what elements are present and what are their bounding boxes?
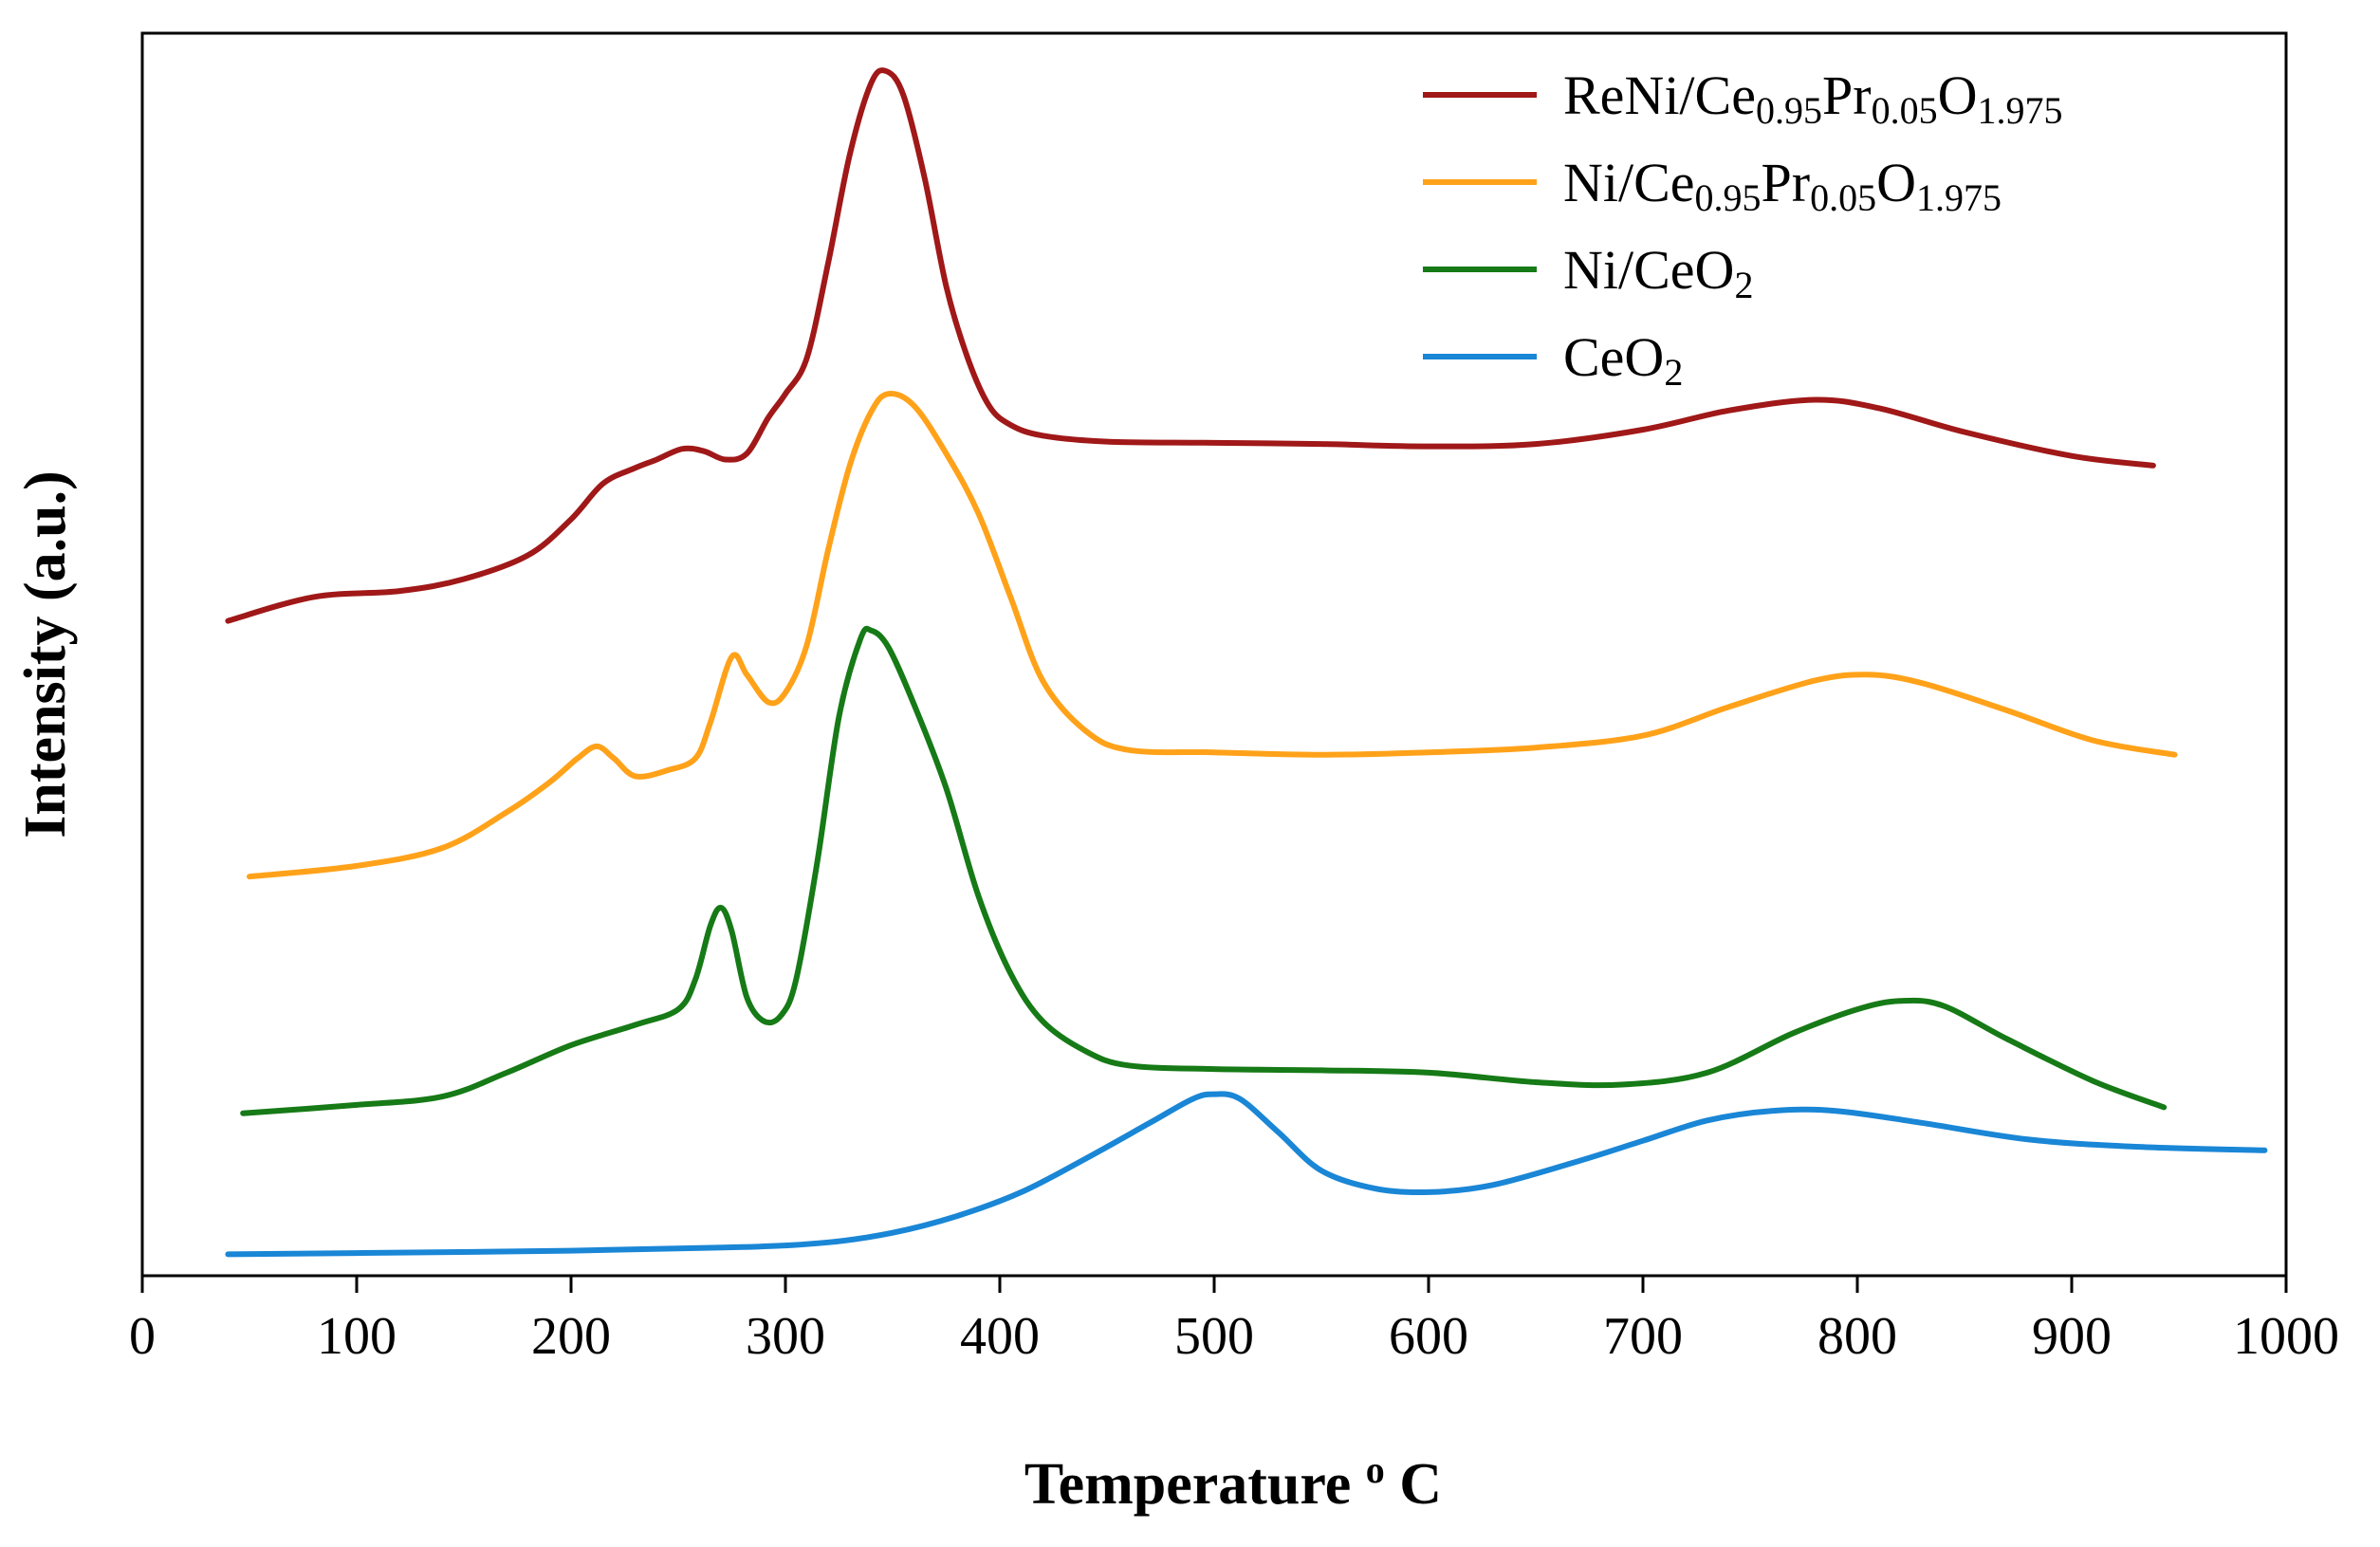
series-line-ni-ceo2: [240, 625, 2168, 1116]
series-line-ni-ce0-95pr0-05o1-975: [247, 391, 2178, 880]
x-tick-label-800: 800: [1817, 1307, 1897, 1366]
x-ticks: [140, 1276, 2288, 1293]
x-tick-label-900: 900: [2032, 1307, 2112, 1366]
x-tick-label-300: 300: [746, 1307, 825, 1366]
x-tick-labels: 0 100 200 300 400 500 600 700 800 900 1000: [129, 1307, 2339, 1366]
x-axis-title: Temperature o C: [1024, 1431, 1442, 1517]
series-line-ceo2: [225, 1091, 2268, 1258]
x-tick-label-0: 0: [129, 1307, 156, 1366]
plot-area: 0 100 200 300 400 500 600 700 800 900 1000: [129, 31, 2339, 1366]
x-axis-title-text: Temperature: [1024, 1452, 1351, 1517]
legend-label-ni-ce0-95pr0-05o1-975: Ni/Ce0.95Pr0.05O1.975: [1563, 152, 2002, 219]
x-tick-label-600: 600: [1389, 1307, 1468, 1366]
x-tick-label-700: 700: [1603, 1307, 1683, 1366]
x-axis-title-unit: C: [1399, 1452, 1442, 1517]
x-tick-label-1000: 1000: [2233, 1307, 2339, 1366]
x-tick-label-500: 500: [1174, 1307, 1254, 1366]
x-tick-label-400: 400: [960, 1307, 1040, 1366]
legend-label-ceo2: CeO2: [1563, 326, 1683, 394]
legend-label-ni-ceo2: Ni/CeO2: [1563, 239, 1753, 306]
x-axis-title-degree-sup: o: [1366, 1448, 1385, 1491]
x-tick-label-100: 100: [317, 1307, 397, 1366]
legend: ReNi/Ce0.95Pr0.05O1.975 Ni/Ce0.95Pr0.05O1…: [1423, 64, 2062, 394]
y-axis-title: Intensity (a.u.): [13, 470, 78, 838]
series-line-reni-ce0-95pr0-05o1-975: [225, 67, 2156, 624]
legend-label-reni-ce0-95pr0-05o1-975: ReNi/Ce0.95Pr0.05O1.975: [1563, 64, 2062, 132]
series-lines: [225, 67, 2268, 1258]
x-tick-label-200: 200: [531, 1307, 611, 1366]
